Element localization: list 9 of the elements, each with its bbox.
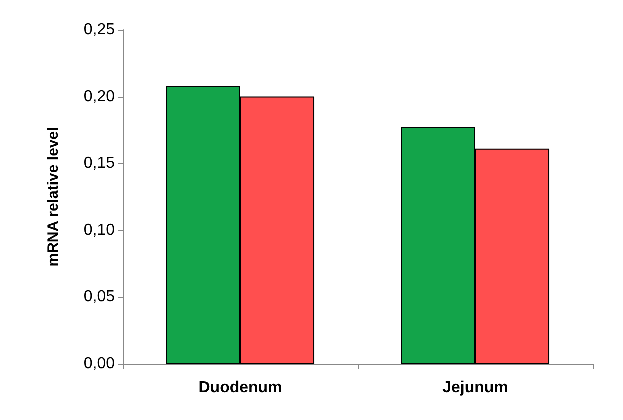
y-tick-label: 0,00 bbox=[84, 356, 116, 372]
x-tick-label: Duodenum bbox=[198, 380, 282, 396]
y-tick-label: 0,25 bbox=[84, 22, 116, 38]
x-tick-label: Jejunum bbox=[442, 380, 508, 396]
y-axis-title: mRNA relative level bbox=[45, 127, 62, 267]
y-tick-label: 0,05 bbox=[84, 288, 116, 306]
y-tick-label: 0,20 bbox=[84, 88, 116, 106]
y-tick-label: 0,10 bbox=[84, 222, 116, 239]
y-tick-label: 0,15 bbox=[84, 155, 116, 172]
